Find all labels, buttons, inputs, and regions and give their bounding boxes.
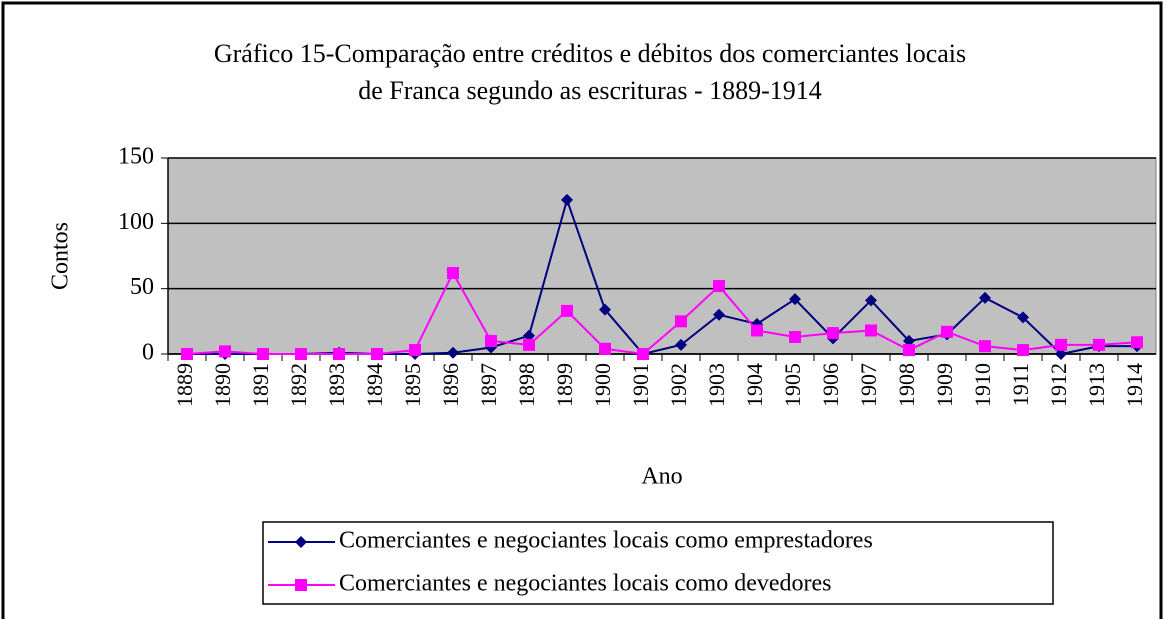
diamond-marker (1017, 311, 1029, 324)
square-marker (485, 334, 497, 347)
x-axis-label: Ano (641, 464, 682, 490)
legend-box (262, 521, 1054, 605)
square-marker (903, 344, 915, 357)
x-tick-label: 1904 (742, 363, 767, 407)
square-marker (523, 338, 535, 351)
x-tick-label: 1895 (400, 363, 425, 407)
square-marker (371, 348, 383, 360)
x-tick-label: 1898 (514, 363, 539, 407)
x-tick-label: 1907 (856, 363, 881, 407)
x-tick-label: 1891 (248, 363, 273, 407)
diamond-marker (599, 303, 611, 316)
square-marker (295, 579, 307, 591)
y-axis-label: Contos (48, 222, 74, 290)
diamond-marker (865, 294, 877, 307)
square-marker (941, 325, 953, 338)
y-tick-label: 0 (142, 340, 154, 366)
x-tick-label: 1905 (780, 363, 805, 407)
x-tick-label: 1893 (324, 363, 349, 407)
diamond-marker (713, 308, 725, 321)
diamond-marker (1055, 348, 1067, 360)
square-marker (447, 266, 459, 279)
square-marker (827, 327, 839, 340)
x-tick-label: 1897 (476, 363, 501, 407)
x-tick-label: 1892 (286, 363, 311, 407)
square-marker (257, 348, 269, 360)
square-marker (979, 340, 991, 353)
x-tick-label: 1902 (666, 363, 691, 407)
square-marker (1017, 344, 1029, 357)
x-tick-label: 1909 (932, 363, 957, 407)
diamond-marker (523, 329, 535, 342)
diamond-marker (295, 536, 307, 548)
x-tick-label: 1911 (1008, 363, 1033, 406)
square-marker (1093, 338, 1105, 351)
chart-title: de Franca segundo as escrituras - 1889-1… (358, 76, 822, 105)
x-tick-label: 1889 (172, 363, 197, 407)
y-tick-label: 50 (130, 274, 154, 300)
legend-label: Comerciantes e negociantes locais como d… (339, 571, 831, 597)
diamond-marker (675, 338, 687, 351)
square-marker (219, 345, 231, 358)
x-tick-label: 1908 (894, 363, 919, 407)
x-tick-label: 1901 (628, 363, 653, 407)
square-marker (675, 315, 687, 328)
square-marker (637, 348, 649, 360)
x-tick-label: 1910 (970, 363, 995, 407)
square-marker (599, 342, 611, 355)
diamond-marker (561, 193, 573, 206)
series-line (187, 196, 1137, 356)
y-tick-label: 150 (118, 144, 154, 170)
x-tick-label: 1894 (362, 363, 387, 407)
x-tick-label: 1913 (1084, 363, 1109, 407)
square-marker (333, 348, 345, 360)
x-tick-label: 1914 (1122, 363, 1147, 407)
x-tick-label: 1912 (1046, 363, 1071, 407)
square-marker (295, 348, 307, 360)
square-marker (409, 344, 421, 357)
square-marker (1055, 338, 1067, 351)
y-tick-label: 100 (118, 209, 154, 235)
legend-label: Comerciantes e negociantes locais como e… (339, 528, 873, 554)
x-tick-label: 1906 (818, 363, 843, 407)
square-marker (865, 324, 877, 337)
diamond-marker (903, 334, 915, 347)
diamond-marker (447, 346, 459, 359)
x-tick-label: 1890 (210, 363, 235, 407)
diamond-marker (789, 293, 801, 306)
chart-title: Gráfico 15-Comparação entre créditos e d… (214, 39, 966, 68)
x-tick-label: 1896 (438, 363, 463, 407)
square-marker (1131, 336, 1143, 349)
plot-area (167, 157, 1157, 355)
x-tick-label: 1903 (704, 363, 729, 407)
square-marker (561, 304, 573, 317)
diamond-marker (979, 291, 991, 304)
square-marker (181, 348, 193, 360)
x-tick-label: 1899 (552, 363, 577, 407)
x-tick-label: 1900 (590, 363, 615, 407)
square-marker (789, 331, 801, 344)
series-line (186, 270, 1138, 356)
square-marker (713, 280, 725, 293)
square-marker (751, 324, 763, 337)
